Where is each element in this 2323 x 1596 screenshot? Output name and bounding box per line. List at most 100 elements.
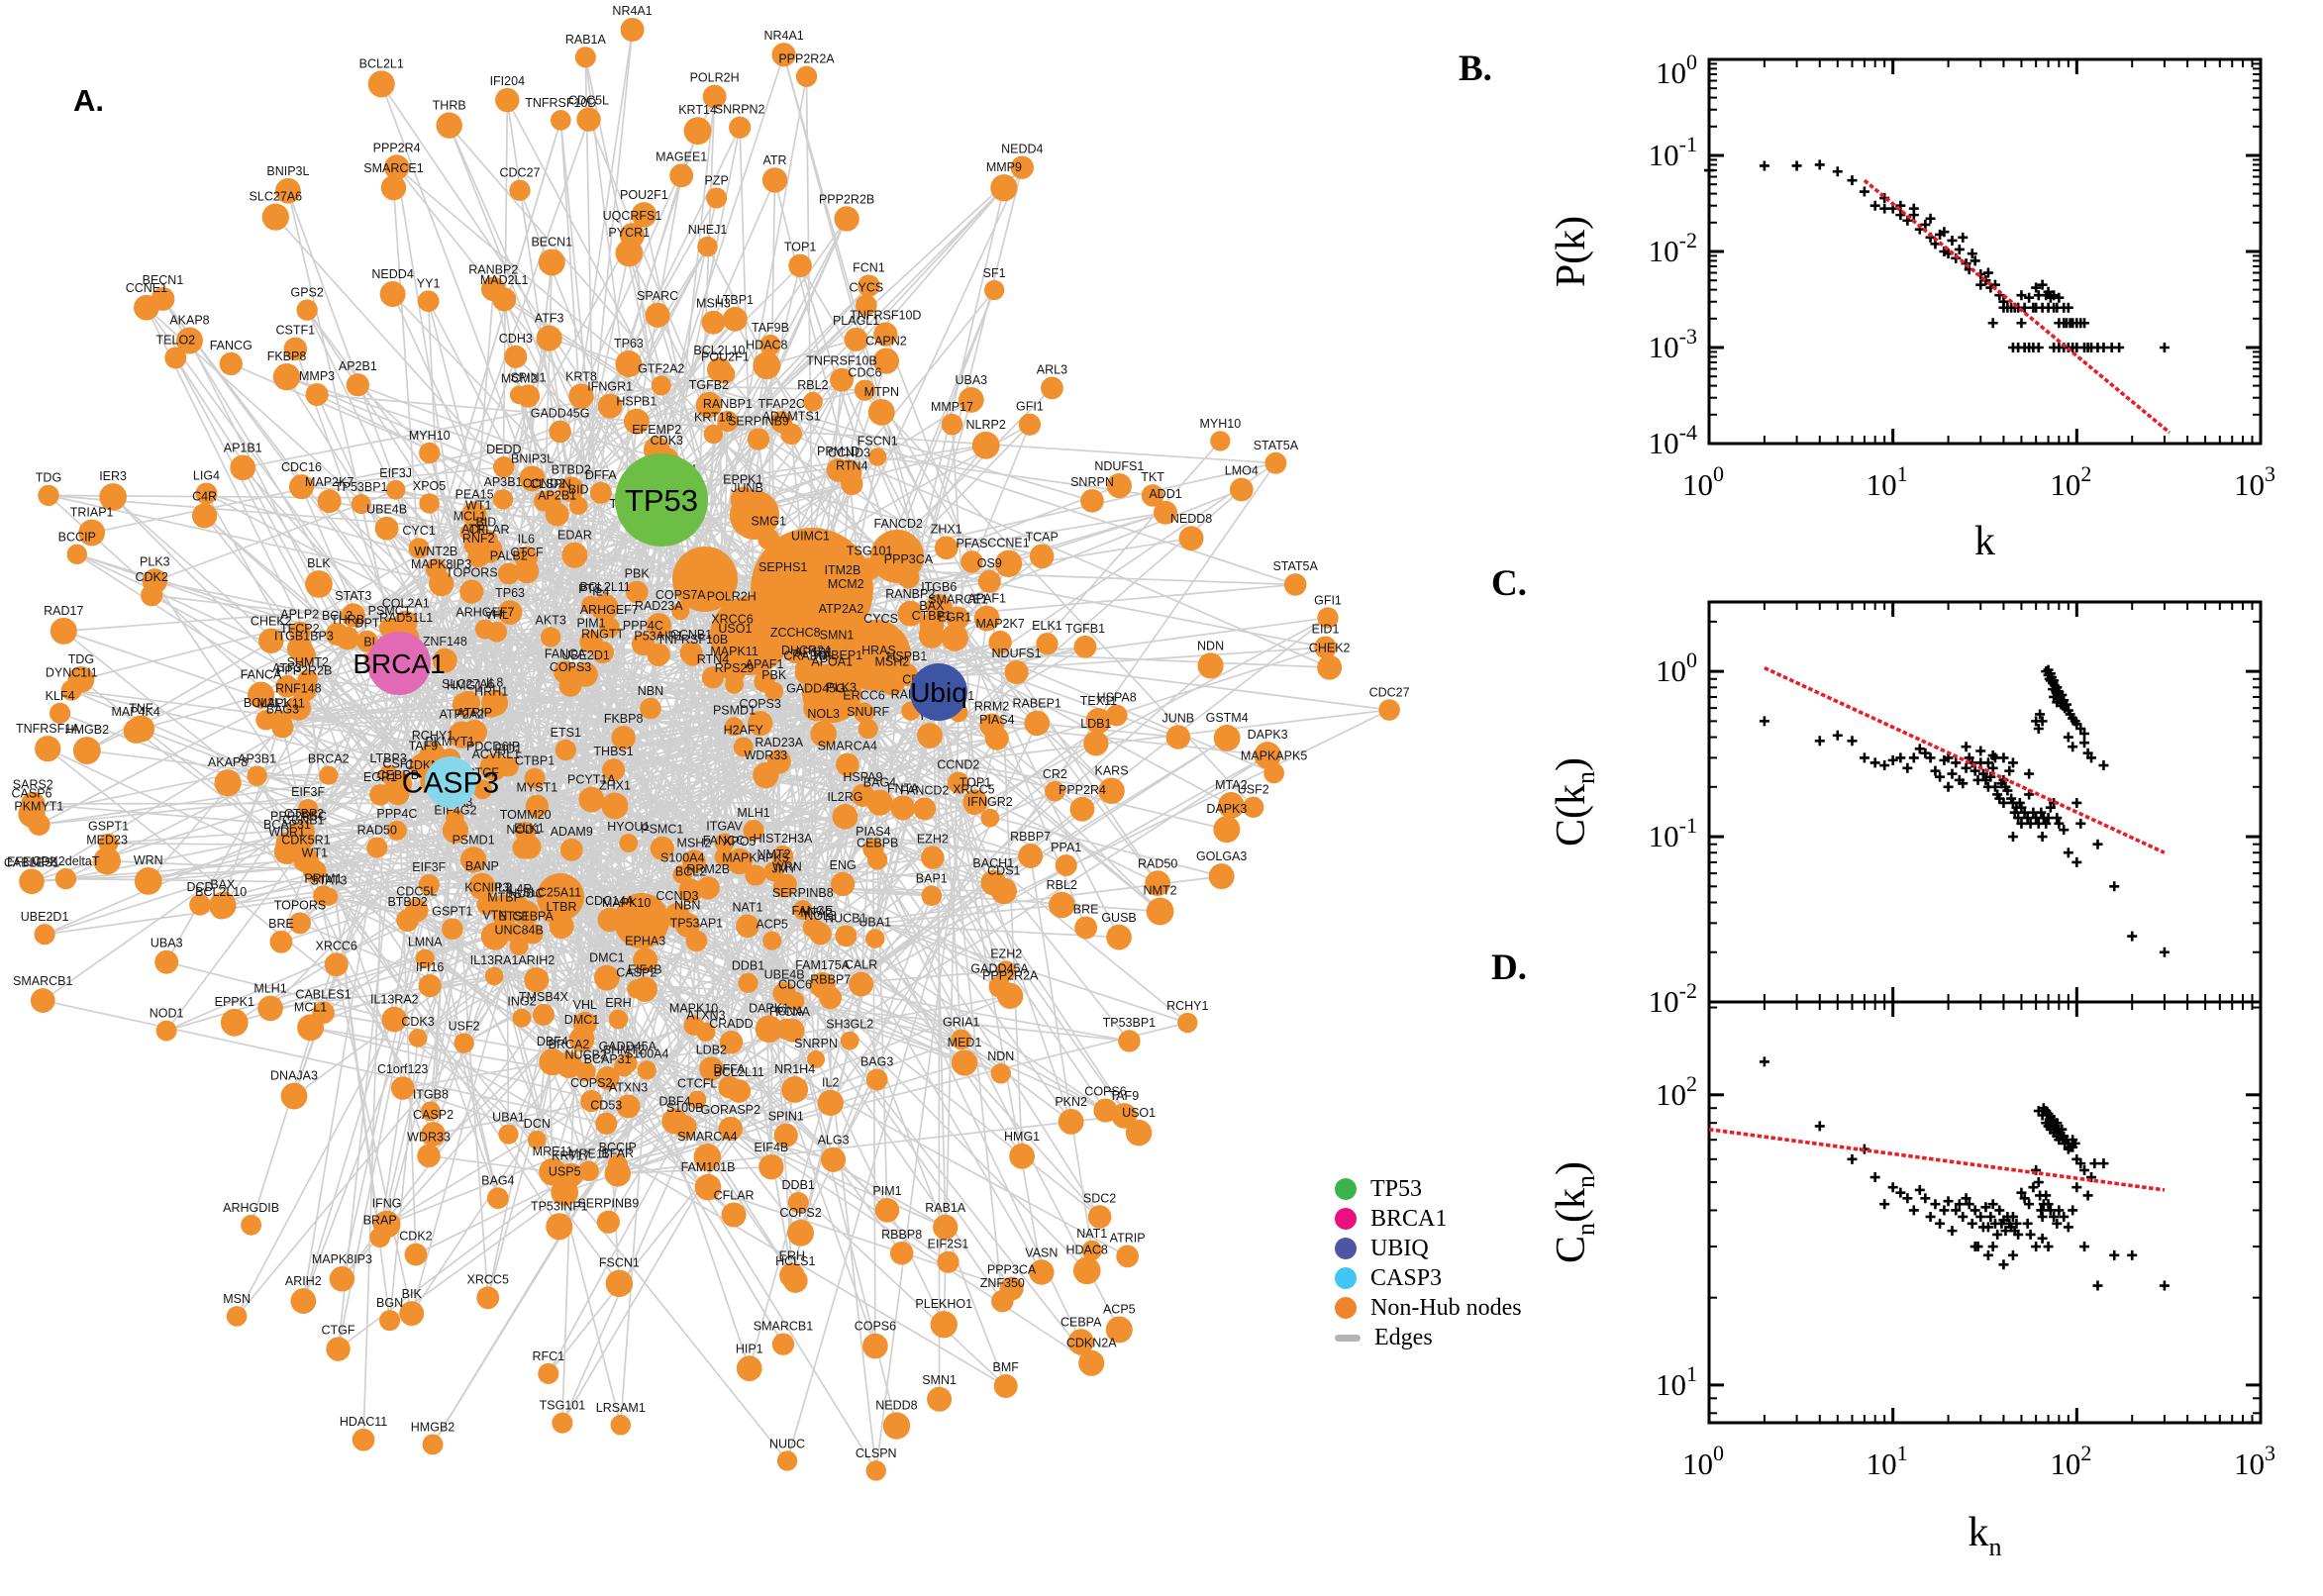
svg-text:S100A4: S100A4 [660, 850, 705, 864]
svg-text:IL4R: IL4R [506, 882, 532, 896]
svg-text:PALB2: PALB2 [490, 549, 528, 563]
svg-text:RAD50: RAD50 [357, 824, 397, 838]
svg-text:EFEMP2: EFEMP2 [7, 854, 56, 868]
svg-text:IFNGR2: IFNGR2 [967, 795, 1013, 809]
svg-text:DDB1: DDB1 [782, 1178, 815, 1192]
svg-text:SNRPN: SNRPN [1070, 475, 1114, 489]
edge-line-icon [1335, 1334, 1361, 1342]
svg-text:CDK5R1: CDK5R1 [281, 833, 330, 847]
svg-text:DMC1: DMC1 [564, 1013, 599, 1027]
hub-label-brca1: BRCA1 [353, 648, 445, 679]
svg-text:ITM2B: ITM2B [825, 563, 861, 577]
svg-text:BIK: BIK [402, 1287, 423, 1301]
svg-text:MTPN: MTPN [864, 385, 899, 399]
svg-text:TP53BP1: TP53BP1 [335, 480, 388, 494]
svg-text:BCAP31: BCAP31 [263, 818, 311, 832]
svg-text:TAF9: TAF9 [409, 739, 439, 752]
svg-text:CHEK2: CHEK2 [251, 614, 292, 628]
hub-node-brca1 [367, 632, 431, 695]
svg-text:SLC27A6: SLC27A6 [250, 190, 303, 204]
svg-text:GADD45A: GADD45A [599, 1040, 657, 1053]
svg-text:CTBP1: CTBP1 [515, 754, 555, 768]
plot-panel-d: 102 101 100 101 102 103 kn Cn(kn) [1549, 1000, 2275, 1561]
network-node-labels: USF2 CDC6 COPS6 COPS2 SNRPN BCCIP CCNB1 CDK3 CCN… [4, 4, 1410, 1460]
svg-text:MYST1: MYST1 [516, 781, 557, 795]
svg-text:RTN4: RTN4 [836, 459, 867, 473]
svg-text:SF1: SF1 [983, 266, 1006, 280]
svg-text:MAPK11: MAPK11 [256, 696, 304, 710]
svg-text:ATR: ATR [461, 523, 485, 537]
svg-text:NOD1: NOD1 [150, 1007, 184, 1021]
brca1-node-icon [1335, 1208, 1357, 1230]
svg-text:PPP3CA: PPP3CA [987, 1262, 1037, 1276]
svg-text:BRE: BRE [268, 917, 294, 931]
svg-text:PIM1: PIM1 [576, 617, 605, 631]
svg-text:100: 100 [1656, 648, 1697, 688]
svg-text:CD53: CD53 [590, 1099, 622, 1113]
svg-text:RAD23A: RAD23A [635, 599, 683, 613]
svg-text:MLH1: MLH1 [737, 806, 769, 820]
svg-text:NEDD4: NEDD4 [1001, 143, 1043, 156]
svg-text:CEBPB: CEBPB [857, 836, 898, 849]
svg-text:BNIP3L: BNIP3L [511, 451, 554, 465]
svg-text:BCL2: BCL2 [322, 609, 353, 623]
svg-text:PBK: PBK [761, 668, 787, 682]
svg-text:IL13RA1: IL13RA1 [470, 953, 519, 967]
svg-text:MTBP: MTBP [487, 890, 522, 904]
svg-text:MSH2: MSH2 [874, 654, 909, 668]
svg-text:UBE4B: UBE4B [366, 503, 407, 517]
svg-text:BECN1: BECN1 [143, 273, 184, 287]
svg-text:COPS2: COPS2 [570, 1076, 612, 1090]
svg-text:FSCN1: FSCN1 [858, 434, 898, 448]
panel-c-label: C. [1491, 563, 1527, 604]
svg-text:BACH1: BACH1 [972, 856, 1014, 870]
svg-text:H2AFY: H2AFY [724, 724, 764, 738]
svg-text:NUCB2: NUCB2 [565, 1047, 607, 1061]
svg-text:RAB1A: RAB1A [565, 33, 607, 47]
svg-text:PPP3CA: PPP3CA [884, 552, 934, 566]
svg-text:101: 101 [1867, 461, 1908, 502]
svg-text:PKN2: PKN2 [1055, 1095, 1087, 1109]
svg-text:EIF2S1: EIF2S1 [928, 1238, 969, 1251]
svg-text:MAD2L1: MAD2L1 [480, 273, 529, 287]
svg-text:FAM175A: FAM175A [795, 958, 851, 972]
panel-d-label: D. [1491, 948, 1527, 988]
svg-text:IL13RA2: IL13RA2 [370, 993, 419, 1007]
svg-text:RCHY1: RCHY1 [1166, 999, 1208, 1013]
svg-text:HMG1: HMG1 [447, 678, 482, 692]
svg-text:LRSAM1: LRSAM1 [596, 1401, 646, 1415]
svg-text:SMARCB1: SMARCB1 [754, 1319, 813, 1333]
svg-text:CR2: CR2 [1043, 767, 1067, 781]
svg-text:CYC1: CYC1 [402, 524, 435, 538]
svg-text:BCL2L11: BCL2L11 [714, 1065, 764, 1079]
svg-text:MSN: MSN [223, 1292, 251, 1306]
svg-text:SNURF: SNURF [847, 705, 889, 719]
svg-text:VASN: VASN [1025, 1246, 1058, 1259]
svg-text:FKBP8: FKBP8 [604, 712, 644, 726]
svg-text:SPIN1: SPIN1 [510, 370, 546, 384]
svg-text:PDCD6IP: PDCD6IP [466, 740, 520, 753]
svg-text:TNFRSF10B: TNFRSF10B [806, 354, 877, 368]
svg-text:BID: BID [568, 482, 589, 496]
svg-text:CTCFL: CTCFL [677, 1077, 717, 1091]
svg-text:COPS2: COPS2 [779, 1206, 821, 1220]
svg-text:PRIM1: PRIM1 [304, 871, 342, 885]
svg-text:ARIH2: ARIH2 [518, 953, 555, 967]
svg-text:AP1B1: AP1B1 [224, 442, 262, 455]
svg-text:EID1: EID1 [1312, 623, 1340, 637]
svg-text:DAPK3: DAPK3 [1206, 802, 1247, 816]
svg-text:10-2: 10-2 [1649, 978, 1697, 1019]
svg-text:HIP1: HIP1 [736, 1342, 763, 1355]
svg-text:NUDC: NUDC [508, 886, 544, 900]
svg-text:MAP2K7: MAP2K7 [975, 617, 1024, 631]
svg-text:PPP2R2A: PPP2R2A [778, 52, 835, 66]
svg-text:BNIP3L: BNIP3L [266, 164, 309, 178]
svg-text:CCNE1: CCNE1 [126, 281, 167, 295]
svg-text:BAG3: BAG3 [266, 702, 299, 716]
legend-item-tp53: TP53 [1335, 1174, 1553, 1204]
svg-text:k: k [1974, 519, 1995, 564]
svg-text:TMSB4X: TMSB4X [519, 990, 569, 1004]
svg-text:MYH10: MYH10 [409, 429, 451, 443]
svg-text:TP53AP1: TP53AP1 [670, 916, 724, 930]
